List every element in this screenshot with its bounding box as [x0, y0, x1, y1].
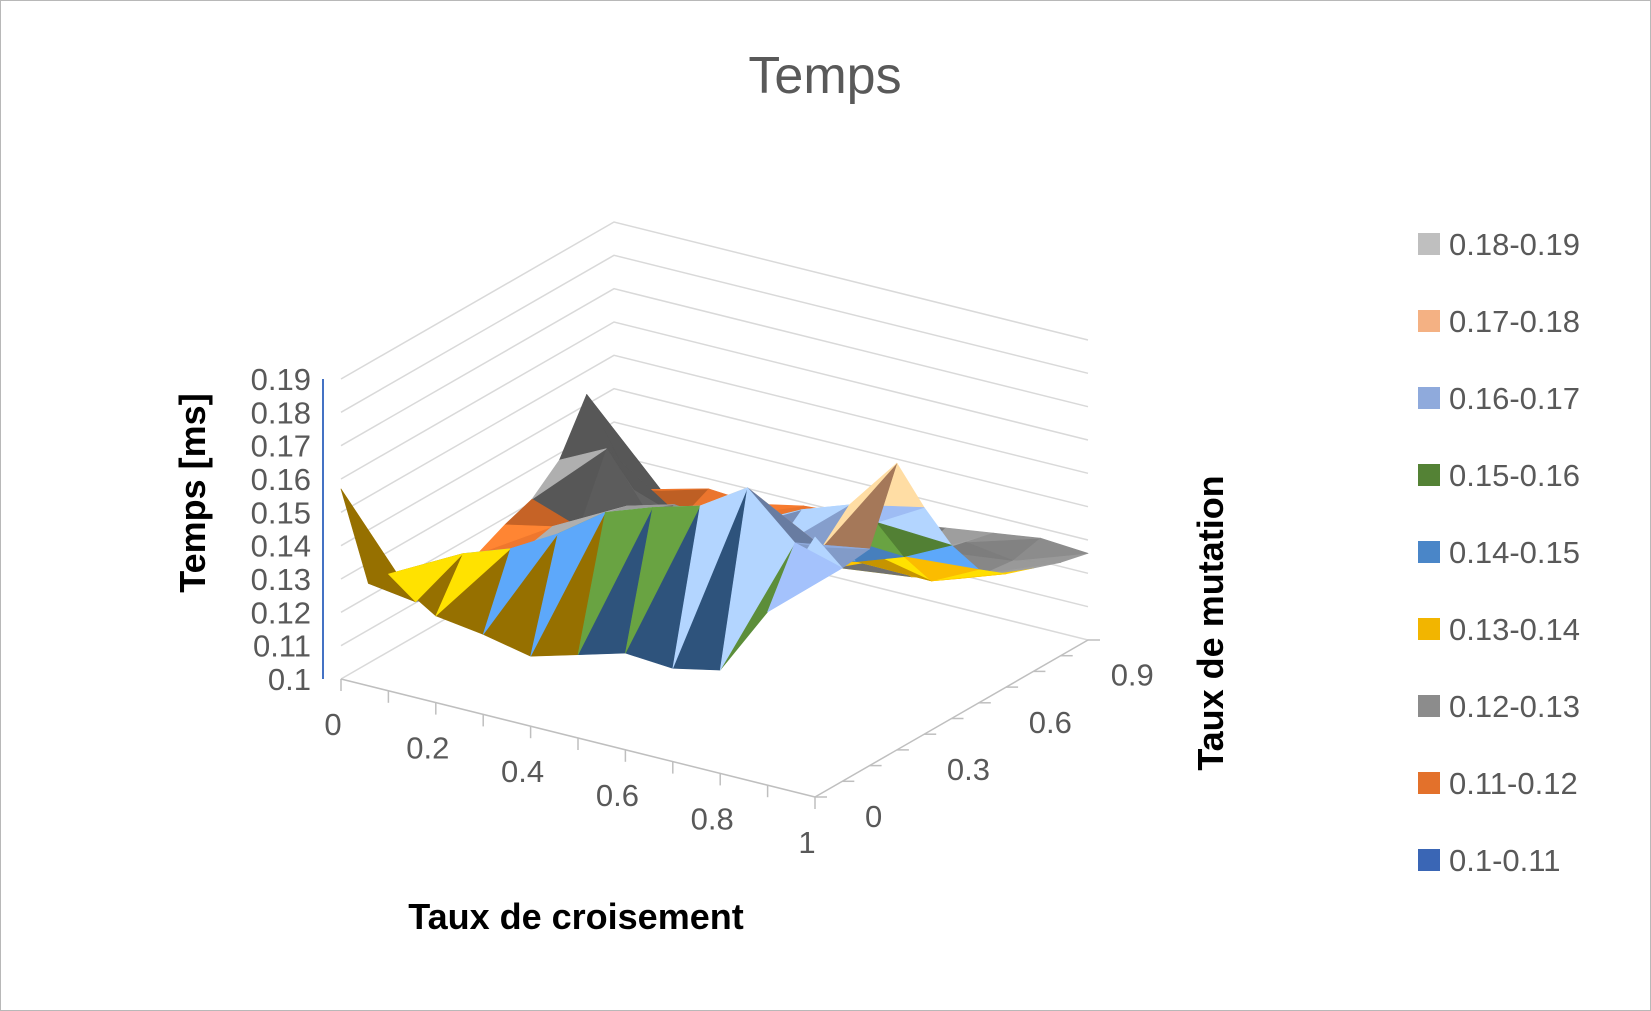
- surface-facet: [672, 487, 748, 669]
- gridline: [340, 421, 1089, 580]
- legend-label: 0.1-0.11: [1449, 843, 1560, 878]
- legend-swatch: [1418, 310, 1440, 332]
- surface-plot: [340, 394, 1089, 671]
- surface-facet: [719, 487, 796, 671]
- legend-label: 0.12-0.13: [1449, 689, 1580, 724]
- gridline: [340, 287, 1089, 447]
- y-tick-label: 0.6: [1029, 705, 1072, 740]
- legend-label: 0.11-0.12: [1449, 766, 1578, 801]
- z-tick-label: 0.1: [268, 662, 311, 697]
- legend-swatch: [1418, 849, 1440, 871]
- legend-label: 0.18-0.19: [1449, 227, 1580, 262]
- legend-label: 0.14-0.15: [1449, 535, 1580, 570]
- surface-facet: [531, 448, 608, 500]
- x-tick-label: 0.4: [501, 754, 544, 789]
- surface-facet: [767, 542, 843, 613]
- axes: 0.10.110.120.130.140.150.160.170.180.19 0…: [251, 362, 1154, 860]
- x-tick-label: 0: [324, 707, 341, 742]
- surface-facet: [903, 556, 980, 582]
- surface-facet: [482, 533, 559, 635]
- legend-label: 0.13-0.14: [1449, 612, 1580, 647]
- gridline: [340, 321, 1089, 480]
- z-tick-label: 0.19: [251, 362, 311, 397]
- legend-label: 0.15-0.16: [1449, 458, 1580, 493]
- gridline: [340, 354, 1089, 513]
- x-axis-title: Taux de croisement: [408, 896, 743, 937]
- surface-facet: [530, 511, 606, 657]
- chart-title: Temps: [748, 47, 901, 105]
- z-axis-title: Temps [ms]: [172, 393, 213, 592]
- z-tick-label: 0.18: [251, 395, 311, 430]
- gridline: [340, 387, 1089, 547]
- surface-facet: [388, 553, 464, 603]
- legend-swatch: [1418, 387, 1440, 409]
- z-tick-label: 0.11: [253, 629, 311, 664]
- surface-facet: [821, 462, 898, 548]
- surface-facet: [435, 548, 511, 617]
- gridline: [340, 254, 1089, 413]
- legend-swatch: [1418, 541, 1440, 563]
- legend-swatch: [1418, 772, 1440, 794]
- x-tick-label: 1: [798, 825, 815, 860]
- surface-facet: [931, 573, 1007, 582]
- legend-swatch: [1418, 233, 1440, 255]
- x-tick-label: 0.8: [691, 801, 734, 836]
- y-tick-label: 0.9: [1111, 658, 1154, 693]
- gridline: [340, 221, 1089, 380]
- surface-facet: [965, 532, 1041, 543]
- z-tick-label: 0.17: [251, 429, 311, 464]
- surface-facet: [1012, 537, 1089, 561]
- surface-facet: [606, 448, 682, 519]
- legend-swatch: [1418, 695, 1440, 717]
- z-tick-label: 0.12: [251, 595, 311, 630]
- surface-facet: [625, 505, 701, 654]
- surface-facet: [985, 560, 1061, 574]
- z-tick-label: 0.13: [251, 562, 311, 597]
- x-tick-label: 0.6: [596, 778, 639, 813]
- z-tick-label: 0.14: [251, 529, 311, 564]
- legend-label: 0.17-0.18: [1449, 304, 1580, 339]
- surface-facet: [477, 524, 553, 555]
- z-tick-label: 0.15: [251, 495, 311, 530]
- surface-facet: [876, 522, 952, 558]
- legend-swatch: [1418, 464, 1440, 486]
- surface-facet: [577, 507, 654, 656]
- y-axis-title: Taux de mutation: [1190, 475, 1231, 770]
- y-tick-label: 0.3: [947, 752, 990, 787]
- x-tick-label: 0.2: [406, 731, 449, 766]
- z-tick-label: 0.16: [251, 462, 311, 497]
- legend-label: 0.16-0.17: [1449, 381, 1580, 416]
- y-tick-label: 0: [865, 799, 882, 834]
- surface-facet: [340, 488, 417, 603]
- legend: 0.18-0.19 0.17-0.18 0.16-0.17 0.15-0.16 0.14…: [1418, 227, 1580, 878]
- legend-swatch: [1418, 618, 1440, 640]
